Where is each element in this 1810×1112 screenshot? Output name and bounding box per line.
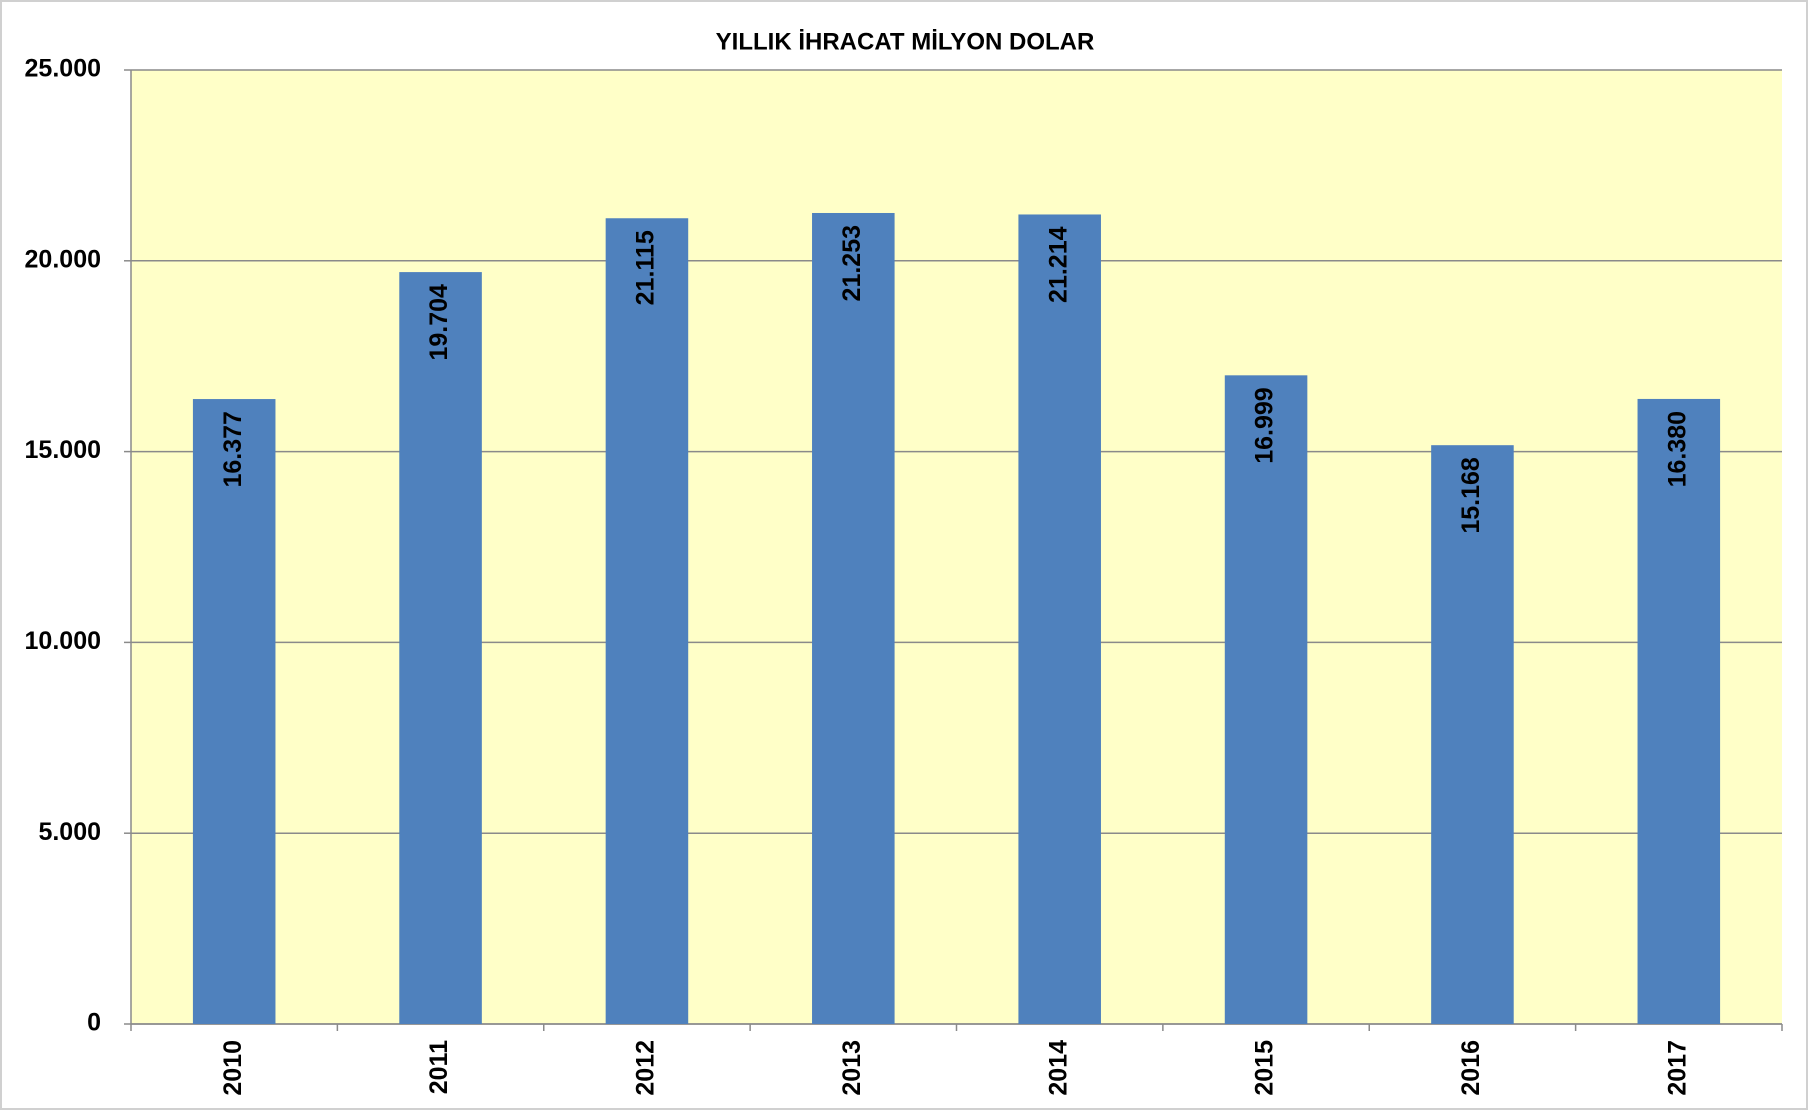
bar xyxy=(192,399,276,1024)
y-tick-label: 5.000 xyxy=(38,818,101,846)
data-label: 16.377 xyxy=(219,411,247,487)
y-tick-label: 0 xyxy=(87,1009,101,1037)
bar xyxy=(605,218,689,1025)
data-label: 21.115 xyxy=(632,230,660,305)
plot-area xyxy=(131,70,1782,1024)
y-tick-label: 20.000 xyxy=(25,245,101,273)
data-label: 16.999 xyxy=(1251,387,1279,463)
x-tick-label: 2017 xyxy=(1663,1040,1691,1096)
x-tick-label: 2010 xyxy=(219,1040,247,1096)
bar xyxy=(812,212,895,1024)
x-tick-label: 2013 xyxy=(838,1040,866,1096)
bar xyxy=(1431,445,1514,1025)
y-tick-label: 10.000 xyxy=(25,627,101,655)
x-tick-label: 2011 xyxy=(425,1040,453,1094)
data-label: 19.704 xyxy=(425,284,453,361)
x-tick-label: 2012 xyxy=(632,1040,660,1096)
y-tick-label: 25.000 xyxy=(25,55,101,83)
y-tick-label: 15.000 xyxy=(25,436,101,464)
x-tick-label: 2016 xyxy=(1457,1040,1485,1096)
data-label: 21.253 xyxy=(838,225,866,301)
data-label: 21.214 xyxy=(1044,226,1072,303)
data-label: 15.168 xyxy=(1457,457,1485,534)
bar xyxy=(1224,375,1308,1025)
bar xyxy=(399,272,482,1025)
data-label: 16.380 xyxy=(1663,411,1691,487)
x-tick-label: 2014 xyxy=(1044,1040,1072,1096)
bar xyxy=(1637,398,1721,1024)
x-tick-label: 2015 xyxy=(1251,1040,1279,1096)
bar xyxy=(1018,214,1101,1024)
chart-title: YILLIK İHRACAT MİLYON DOLAR xyxy=(716,28,1095,55)
